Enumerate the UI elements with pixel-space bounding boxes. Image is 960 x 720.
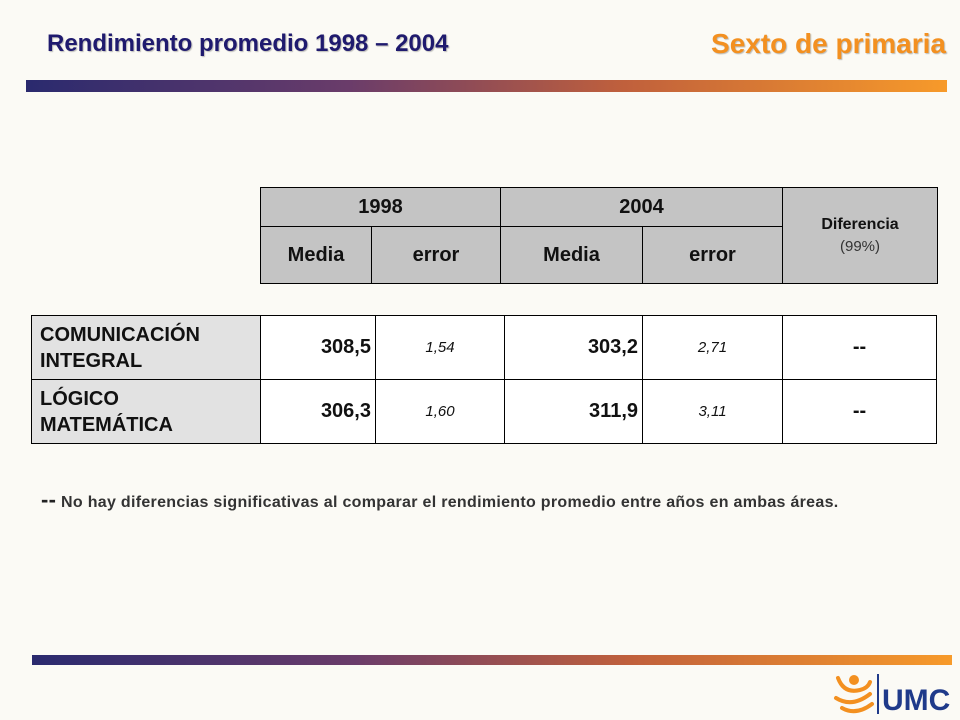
difference-value: -- bbox=[782, 379, 937, 444]
year-header-1998: 1998 bbox=[260, 187, 501, 227]
footnote-marker: -- bbox=[41, 487, 57, 512]
footnote: -- No hay diferencias significativas al … bbox=[41, 487, 941, 516]
umc-logo: UMC bbox=[834, 674, 950, 717]
subheader-media-2004: Media bbox=[500, 226, 643, 284]
page-subtitle: Sexto de primaria bbox=[711, 28, 946, 59]
difference-header: Diferencia (99%) bbox=[782, 187, 938, 284]
logo-text: UMC bbox=[882, 684, 950, 717]
area-label-line2: INTEGRAL bbox=[40, 349, 143, 372]
bottom-gradient-bar bbox=[32, 655, 952, 665]
top-gradient-bar bbox=[26, 80, 947, 92]
results-table: COMUNICACIÓN INTEGRAL 308,5 1,54 303,2 2… bbox=[31, 315, 937, 444]
mean-2004: 303,2 bbox=[504, 315, 643, 380]
figure-icon bbox=[834, 675, 874, 714]
error-2004: 2,71 bbox=[642, 315, 783, 380]
footnote-text: No hay diferencias significativas al com… bbox=[61, 494, 839, 511]
error-2004: 3,11 bbox=[642, 379, 783, 444]
table-row: COMUNICACIÓN INTEGRAL 308,5 1,54 303,2 2… bbox=[31, 315, 937, 380]
mean-2004: 311,9 bbox=[504, 379, 643, 444]
error-1998: 1,60 bbox=[375, 379, 505, 444]
table-row: LÓGICO MATEMÁTICA 306,3 1,60 311,9 3,11 … bbox=[31, 379, 937, 444]
area-label-line1: COMUNICACIÓN bbox=[40, 323, 200, 346]
subheader-error-1998: error bbox=[371, 226, 501, 284]
area-cell: COMUNICACIÓN INTEGRAL bbox=[31, 315, 261, 380]
difference-confidence: (99%) bbox=[839, 238, 880, 255]
year-header-2004: 2004 bbox=[500, 187, 783, 227]
area-label-line2: MATEMÁTICA bbox=[40, 413, 173, 436]
subheader-media-1998: Media bbox=[260, 226, 372, 284]
mean-1998: 308,5 bbox=[260, 315, 376, 380]
header-table: 1998 2004 Diferencia (99%) Media error M… bbox=[260, 187, 938, 284]
difference-label: Diferencia bbox=[821, 216, 899, 233]
subheader-error-2004: error bbox=[642, 226, 783, 284]
area-cell: LÓGICO MATEMÁTICA bbox=[31, 379, 261, 444]
difference-value: -- bbox=[782, 315, 937, 380]
error-1998: 1,54 bbox=[375, 315, 505, 380]
mean-1998: 306,3 bbox=[260, 379, 376, 444]
area-label-line1: LÓGICO bbox=[40, 387, 119, 410]
page-title: Rendimiento promedio 1998 – 2004 bbox=[47, 30, 449, 57]
